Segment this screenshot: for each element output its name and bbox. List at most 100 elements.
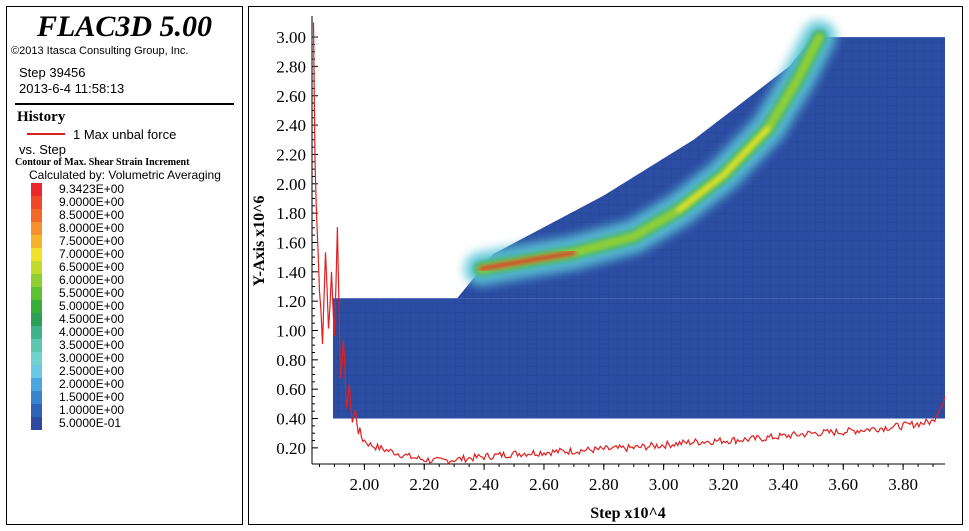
x-tick-label: 2.80: [589, 475, 619, 494]
y-tick-label: 0.60: [276, 380, 306, 399]
x-tick-label: 3.20: [709, 475, 739, 494]
contour-level: 8.0000E+00: [31, 222, 242, 235]
contour-level-label: 5.5000E+00: [59, 286, 125, 300]
contour-level: 7.5000E+00: [31, 235, 242, 248]
x-tick-label: 2.60: [529, 475, 559, 494]
copyright-text: ©2013 Itasca Consulting Group, Inc.: [11, 45, 189, 57]
y-tick-label: 1.60: [276, 233, 306, 252]
history-vs-label: vs. Step: [19, 142, 66, 157]
contour-level: 2.0000E+00: [31, 378, 242, 391]
y-axis-label: Y-Axis x10^6: [251, 196, 268, 287]
y-tick-label: 3.00: [276, 28, 306, 47]
contour-level-label: 4.0000E+00: [59, 325, 125, 339]
contour-level: 5.0000E+00: [31, 300, 242, 313]
y-tick-label: 2.20: [276, 145, 306, 164]
contour-level-label: 1.0000E+00: [59, 403, 125, 417]
contour-level: 5.0000E-01: [31, 417, 242, 430]
y-tick-label: 2.60: [276, 87, 306, 106]
contour-level-label: 6.0000E+00: [59, 273, 125, 287]
slope-mesh: [457, 37, 945, 299]
step-count: Step 39456: [19, 65, 86, 80]
model-contour: [332, 20, 946, 419]
shear-band-peak-upper: [676, 126, 771, 213]
contour-level-label: 4.5000E+00: [59, 312, 125, 326]
plot-frame: [248, 6, 963, 525]
contour-level-swatch: [31, 404, 42, 417]
x-tick-label: 3.40: [769, 475, 799, 494]
contour-level-swatch: [31, 235, 42, 248]
legend-divider: [15, 103, 234, 105]
contour-level-swatch: [31, 378, 42, 391]
y-tick-label: 2.40: [276, 116, 306, 135]
contour-level: 7.0000E+00: [31, 248, 242, 261]
y-tick-label: 1.40: [276, 263, 306, 282]
y-axis: 0.20 0.40 0.60 0.80 1.00 1.20 1.40 1.60 1.80 2.00…: [276, 16, 318, 464]
contour-level-label: 9.0000E+00: [59, 195, 125, 209]
app-title: FLAC3D 5.00: [36, 10, 213, 43]
history-item-label: 1 Max unbal force: [73, 126, 177, 142]
contour-level-swatch: [31, 365, 42, 378]
history-series-line: [312, 22, 946, 465]
y-tick-label: 1.80: [276, 204, 306, 223]
contour-level-swatch: [31, 326, 42, 339]
contour-level-swatch: [31, 183, 42, 196]
contour-level-swatch: [31, 352, 42, 365]
contour-level: 9.3423E+00: [31, 183, 242, 196]
contour-level-swatch: [31, 196, 42, 209]
y-tick-label: 1.00: [276, 321, 306, 340]
contour-level: 1.5000E+00: [31, 391, 242, 404]
contour-level-label: 5.0000E-01: [59, 416, 122, 430]
contour-level-label: 8.0000E+00: [59, 221, 125, 235]
contour-level: 3.5000E+00: [31, 339, 242, 352]
contour-level-label: 9.3423E+00: [59, 182, 125, 196]
contour-level: 6.5000E+00: [31, 261, 242, 274]
contour-level-swatch: [31, 300, 42, 313]
contour-level-label: 5.0000E+00: [59, 299, 125, 313]
contour-level-swatch: [31, 417, 42, 430]
contour-level: 3.0000E+00: [31, 352, 242, 365]
contour-level-swatch: [31, 248, 42, 261]
contour-level-label: 1.5000E+00: [59, 390, 125, 404]
y-tick-label: 2.00: [276, 175, 306, 194]
contour-level-swatch: [31, 261, 42, 274]
contour-title: Contour of Max. Shear Strain Increment: [15, 157, 190, 168]
contour-level: 1.0000E+00: [31, 404, 242, 417]
contour-level: 8.5000E+00: [31, 209, 242, 222]
y-tick-label: 0.20: [276, 439, 306, 458]
shear-band-peak-lower: [479, 250, 576, 271]
x-tick-label: 2.20: [409, 475, 439, 494]
contour-level: 6.0000E+00: [31, 274, 242, 287]
x-tick-label: 3.00: [649, 475, 679, 494]
contour-level-label: 8.5000E+00: [59, 208, 125, 222]
history-series: [312, 22, 946, 465]
contour-level-label: 7.5000E+00: [59, 234, 125, 248]
contour-level-label: 3.0000E+00: [59, 351, 125, 365]
contour-level-swatch: [31, 287, 42, 300]
contour-level: 4.0000E+00: [31, 326, 242, 339]
contour-calculated-by: Calculated by: Volumetric Averaging: [29, 168, 221, 182]
contour-level-label: 2.0000E+00: [59, 377, 125, 391]
y-tick-label: 2.80: [276, 57, 306, 76]
contour-level-swatch: [31, 274, 42, 287]
contour-level-swatch: [31, 391, 42, 404]
contour-level-label: 7.0000E+00: [59, 247, 125, 261]
x-axis-label: Step x10^4: [590, 505, 666, 522]
x-tick-label: 3.60: [828, 475, 858, 494]
history-legend-item: 1 Max unbal force: [27, 126, 242, 142]
x-tick-label: 2.40: [469, 475, 499, 494]
chart-plot: 0.20 0.40 0.60 0.80 1.00 1.20 1.40 1.60 1.80 2.00…: [251, 16, 946, 522]
contour-level-label: 3.5000E+00: [59, 338, 125, 352]
history-line-swatch: [27, 133, 65, 135]
contour-level-label: 2.5000E+00: [59, 364, 125, 378]
y-tick-label: 0.80: [276, 351, 306, 370]
legend-panel: FLAC3D 5.00 ©2013 Itasca Consulting Grou…: [6, 6, 243, 525]
contour-level: 9.0000E+00: [31, 196, 242, 209]
contour-level: 4.5000E+00: [31, 313, 242, 326]
contour-level: 2.5000E+00: [31, 365, 242, 378]
contour-level-swatch: [31, 339, 42, 352]
contour-level-swatch: [31, 313, 42, 326]
y-tick-label: 1.20: [276, 292, 306, 311]
contour-level-swatch: [31, 222, 42, 235]
step-datetime: 2013-6-4 11:58:13: [19, 81, 125, 96]
contour-level: 5.5000E+00: [31, 287, 242, 300]
